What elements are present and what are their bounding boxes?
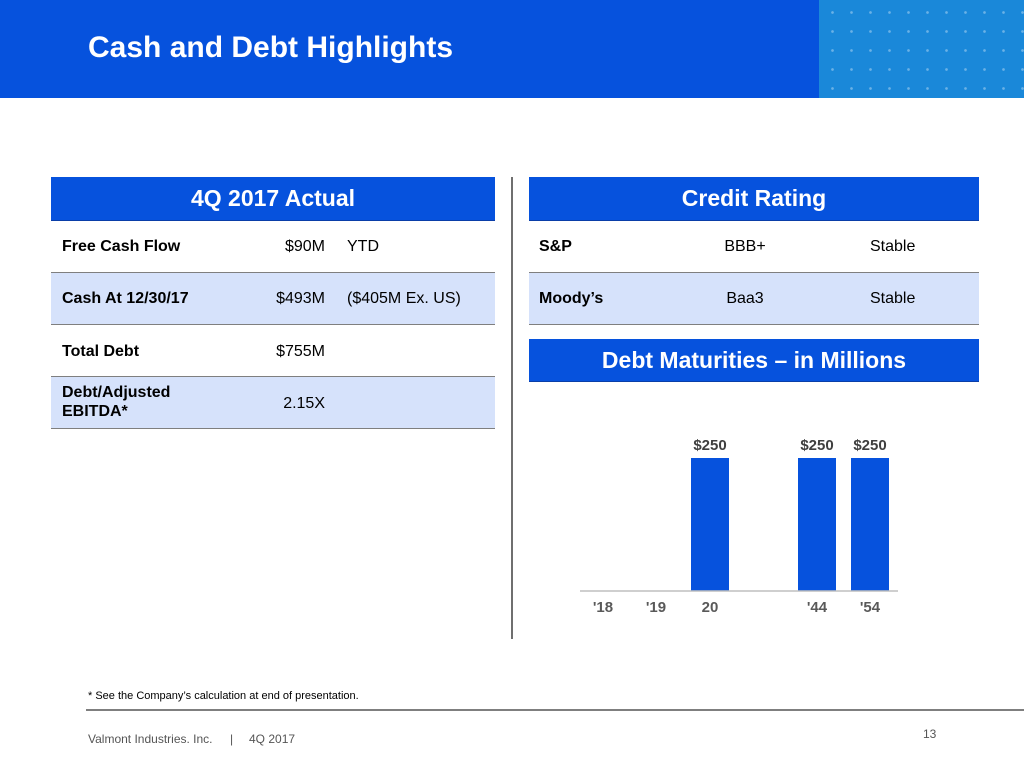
- bar-2: [691, 458, 729, 591]
- credit-row-sp: S&P BBB+ Stable: [529, 221, 979, 273]
- tick-label-4: '54: [860, 599, 881, 616]
- row-value: $90M: [284, 238, 325, 255]
- tick-label-1: '19: [646, 599, 666, 616]
- row-value: $493M: [276, 290, 325, 307]
- row-note: ($405M Ex. US): [347, 290, 461, 307]
- credit-panel-heading: Credit Rating: [529, 177, 979, 221]
- credit-row-moodys: Moody’s Baa3 Stable: [529, 273, 979, 325]
- page-number: 13: [923, 727, 937, 741]
- row-label: Cash At 12/30/17: [62, 290, 189, 307]
- tick-label-0: '18: [593, 599, 613, 616]
- row-label: Free Cash Flow: [62, 238, 181, 255]
- page-title: Cash and Debt Highlights: [88, 31, 454, 64]
- row-label: Total Debt: [62, 343, 140, 360]
- row-value: 2.15X: [283, 395, 325, 412]
- outlook-value: Stable: [870, 238, 916, 255]
- footer-period: 4Q 2017: [249, 732, 296, 746]
- footer-company: Valmont Industries. Inc.: [88, 732, 213, 746]
- decorative-dot-pattern: [819, 0, 1024, 98]
- panel-divider: [511, 177, 513, 639]
- row-value: $755M: [276, 343, 325, 360]
- row-label: Debt/Adjusted EBITDA*: [62, 384, 171, 420]
- footer-divider: [86, 709, 1024, 711]
- footnote: * See the Company’s calculation at end o…: [88, 690, 359, 702]
- actual-row-free-cash-flow: Free Cash Flow $90M YTD: [51, 221, 495, 273]
- actual-row-cash: Cash At 12/30/17 $493M ($405M Ex. US): [51, 273, 495, 325]
- bar-3: [798, 458, 836, 591]
- bar-4: [851, 458, 889, 591]
- data-label-4: $250: [853, 437, 886, 454]
- row-note: YTD: [347, 238, 379, 255]
- outlook-value: Stable: [870, 290, 916, 307]
- data-label-2: $250: [693, 437, 726, 454]
- tick-label-2: 20: [702, 599, 719, 616]
- footer-separator: |: [230, 732, 234, 746]
- data-label-3: $250: [800, 437, 833, 454]
- actual-panel-heading: 4Q 2017 Actual: [51, 177, 495, 221]
- actual-row-debt-ebitda: Debt/Adjusted EBITDA* 2.15X: [51, 377, 495, 429]
- maturities-heading: Debt Maturities – in Millions: [529, 339, 979, 382]
- tick-label-3: '44: [807, 599, 828, 616]
- agency-label: Moody’s: [539, 290, 604, 307]
- actual-row-total-debt: Total Debt $755M: [51, 325, 495, 377]
- agency-label: S&P: [539, 238, 572, 255]
- debt-maturities-chart: '18 '19 $250 20 $250 '44 $250 '54: [580, 437, 898, 616]
